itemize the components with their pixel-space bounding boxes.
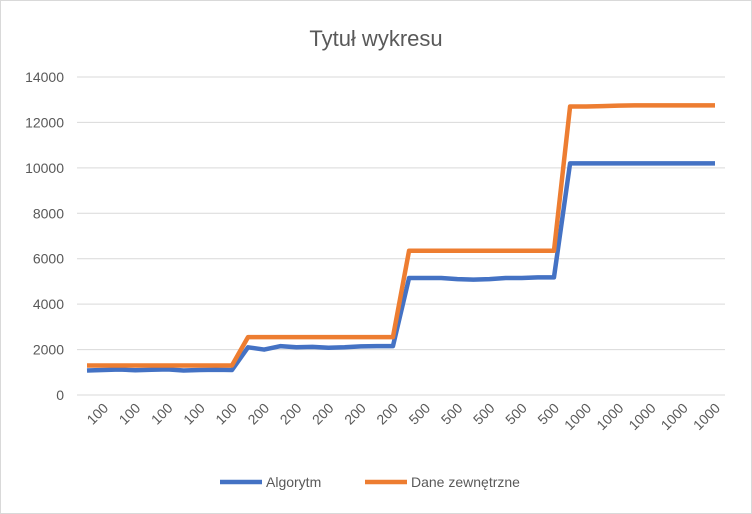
legend-label: Dane zewnętrzne — [411, 474, 520, 490]
series-line — [86, 161, 715, 373]
y-tick-label: 6000 — [33, 251, 64, 267]
y-tick-label: 8000 — [33, 205, 64, 221]
y-tick-label: 2000 — [33, 342, 64, 358]
y-tick-label: 10000 — [25, 160, 64, 176]
legend-label: Algorytm — [266, 474, 321, 490]
y-tick-label: 14000 — [25, 69, 64, 85]
chart-title: Tytuł wykresu — [309, 26, 442, 51]
series-line — [87, 103, 715, 368]
y-tick-label: 12000 — [25, 114, 64, 130]
y-tick-label: 0 — [56, 387, 64, 403]
y-tick-label: 4000 — [33, 296, 64, 312]
